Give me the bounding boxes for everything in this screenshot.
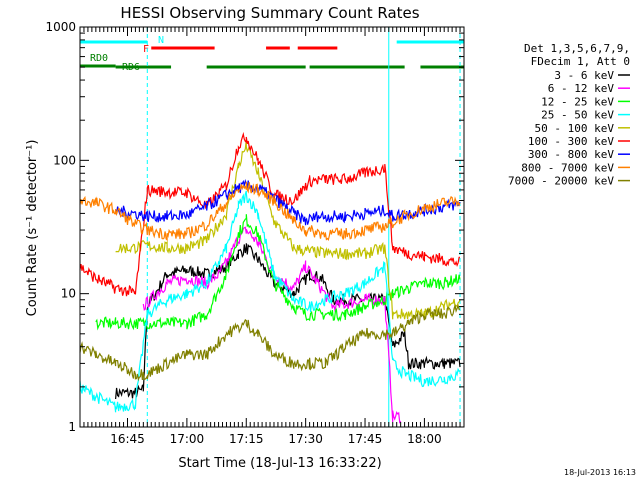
legend-entry-label: 3 - 6 keV bbox=[554, 69, 614, 82]
x-axis-label: Start Time (18-Jul-13 16:33:22) bbox=[178, 456, 381, 471]
series-line-8 bbox=[79, 303, 461, 382]
flag-label-rd6: RD6 bbox=[122, 62, 140, 73]
x-tick-label: 17:30 bbox=[288, 432, 323, 446]
y-axis-label: Count Rate (s⁻¹ detector⁻¹) bbox=[25, 140, 40, 317]
legend-entry-label: 100 - 300 keV bbox=[528, 135, 614, 148]
x-tick-label: 17:45 bbox=[348, 432, 383, 446]
series-line-5 bbox=[79, 131, 460, 297]
footer-timestamp: 18-Jul-2013 16:13 bbox=[564, 468, 636, 477]
x-tick-label: 18:00 bbox=[407, 432, 442, 446]
series-line-3 bbox=[79, 190, 460, 413]
legend-entry-label: 25 - 50 keV bbox=[541, 109, 614, 122]
y-tick-label: 1 bbox=[68, 420, 76, 434]
y-tick-label: 100 bbox=[53, 153, 76, 167]
legend-entry-label: 6 - 12 keV bbox=[548, 82, 615, 95]
flag-label-f: F bbox=[143, 44, 149, 55]
series-line-7 bbox=[79, 181, 461, 242]
legend-entry-label: 800 - 7000 keV bbox=[521, 161, 614, 174]
x-tick-label: 17:15 bbox=[229, 432, 264, 446]
flag-label-rd0: RD0 bbox=[90, 53, 108, 64]
y-tick-label: 10 bbox=[61, 287, 76, 301]
legend-entry-label: 50 - 100 keV bbox=[535, 122, 615, 135]
x-tick-label: 16:45 bbox=[110, 432, 145, 446]
legend-header-line: Det 1,3,5,6,7,9, bbox=[524, 42, 630, 55]
chart-title: HESSI Observing Summary Count Rates bbox=[120, 4, 419, 22]
legend-header-line: FDecim 1, Att 0 bbox=[531, 55, 630, 68]
series-line-4 bbox=[115, 139, 461, 320]
y-tick-label: 1000 bbox=[45, 20, 76, 34]
series-line-2 bbox=[95, 214, 461, 331]
legend-entry-label: 300 - 800 keV bbox=[528, 148, 614, 161]
x-tick-label: 17:00 bbox=[170, 432, 205, 446]
flag-label-n: N bbox=[158, 35, 164, 46]
plot-frame bbox=[79, 26, 465, 428]
legend-entry-label: 7000 - 20000 keV bbox=[508, 175, 614, 188]
legend-entry-label: 12 - 25 keV bbox=[541, 95, 614, 108]
